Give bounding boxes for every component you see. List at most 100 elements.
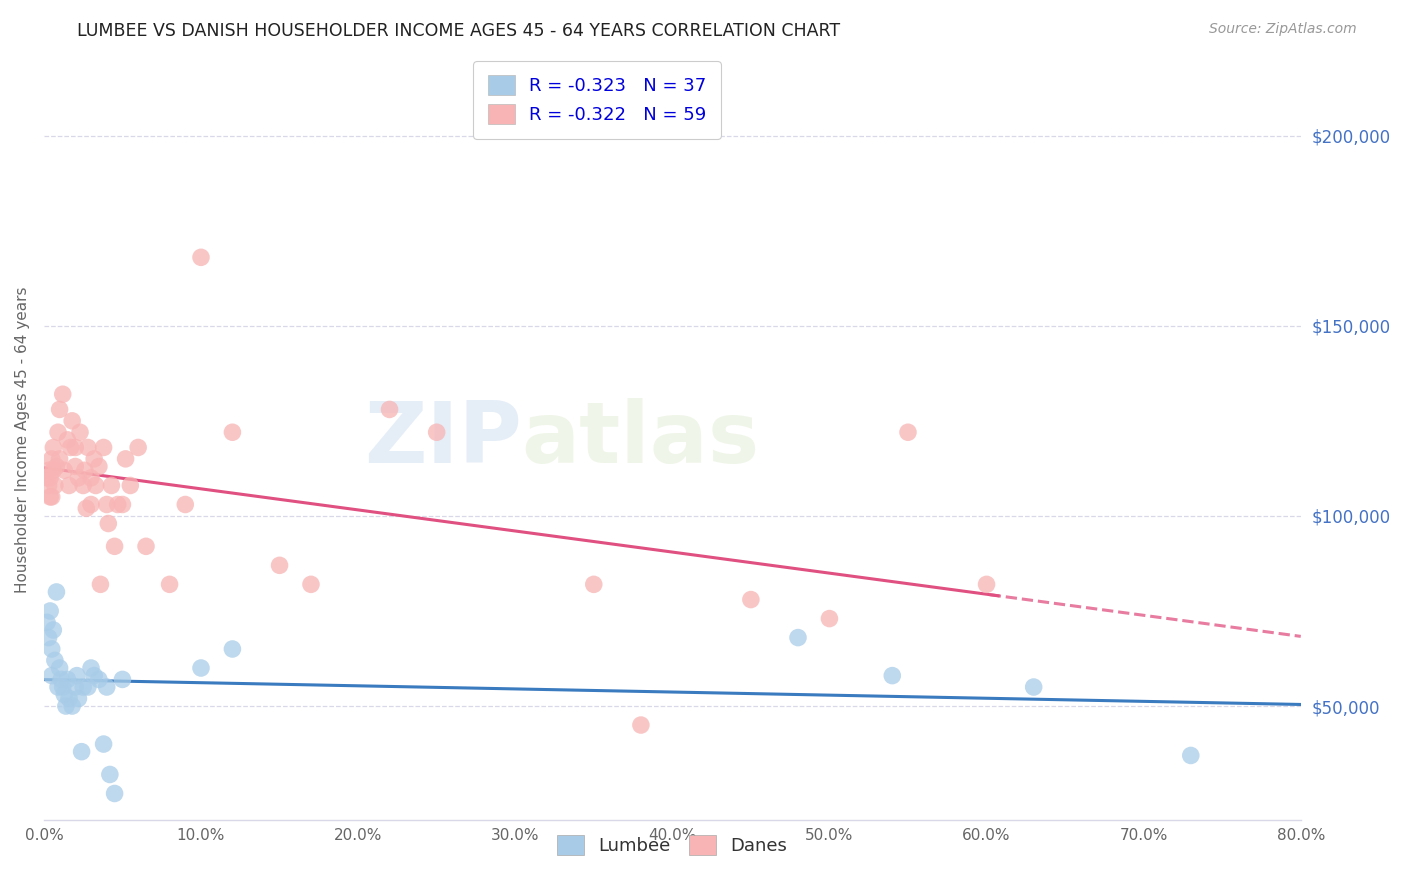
Point [67,471,90,485]
Point [190,661,212,675]
Point [38,631,60,645]
Point [45,459,67,474]
Point [221,642,243,657]
Point [52,680,75,694]
Point [378,402,401,417]
Point [787,631,810,645]
Point [69,425,91,440]
Point [39,604,62,618]
Point [72,478,94,492]
Text: Source: ZipAtlas.com: Source: ZipAtlas.com [1209,22,1357,37]
Point [59,441,82,455]
Point [48,402,70,417]
Point [52,387,75,401]
Point [83,668,105,682]
Point [39,471,62,485]
Point [51,673,73,687]
Point [77,680,100,694]
Point [97,516,120,531]
Point [75,501,97,516]
Point [120,478,142,492]
Point [96,680,118,694]
Point [58,478,80,492]
Point [174,498,197,512]
Point [127,441,149,455]
Point [80,661,103,675]
Point [67,691,90,706]
Point [53,463,76,477]
Point [96,498,118,512]
Point [46,425,69,440]
Point [65,680,87,694]
Point [190,250,212,264]
Point [42,463,65,477]
Point [48,451,70,466]
Point [98,767,121,781]
Point [66,668,89,682]
Point [976,577,998,591]
Point [221,425,243,440]
Point [882,668,904,682]
Y-axis label: Householder Income Ages 45 - 64 years: Householder Income Ages 45 - 64 years [15,286,30,593]
Point [87,459,110,474]
Point [44,478,66,492]
Point [740,592,762,607]
Point [269,558,291,573]
Point [818,611,841,625]
Point [41,642,63,657]
Point [1180,748,1202,763]
Point [73,463,96,477]
Point [114,451,136,466]
Point [60,699,83,714]
Point [72,680,94,694]
Point [46,680,69,694]
Point [53,688,76,702]
Point [77,441,100,455]
Point [38,478,60,492]
Point [1022,680,1045,694]
Point [100,478,122,492]
Point [48,661,70,675]
Point [83,451,105,466]
Point [56,673,79,687]
Point [65,441,87,455]
Point [103,787,125,801]
Point [426,425,449,440]
Point [55,699,77,714]
Point [93,441,115,455]
Point [159,577,181,591]
Point [135,539,157,553]
Point [582,577,605,591]
Point [44,653,66,667]
Point [38,463,60,477]
Point [80,498,103,512]
Point [45,585,67,599]
Point [111,673,134,687]
Point [42,441,65,455]
Text: LUMBEE VS DANISH HOUSEHOLDER INCOME AGES 45 - 64 YEARS CORRELATION CHART: LUMBEE VS DANISH HOUSEHOLDER INCOME AGES… [77,22,841,40]
Point [84,478,107,492]
Point [65,459,87,474]
Text: ZIP: ZIP [364,399,522,482]
Point [41,668,63,682]
Point [58,691,80,706]
Point [41,451,63,466]
Legend: Lumbee, Danes: Lumbee, Danes [548,826,796,864]
Point [41,490,63,504]
Point [42,623,65,637]
Text: atlas: atlas [522,399,759,482]
Point [299,577,322,591]
Point [89,577,111,591]
Point [111,498,134,512]
Point [103,539,125,553]
Point [60,414,83,428]
Point [80,471,103,485]
Point [56,433,79,447]
Point [35,615,58,630]
Point [107,498,129,512]
Point [93,737,115,751]
Point [70,745,93,759]
Point [87,673,110,687]
Point [630,718,652,732]
Point [39,490,62,504]
